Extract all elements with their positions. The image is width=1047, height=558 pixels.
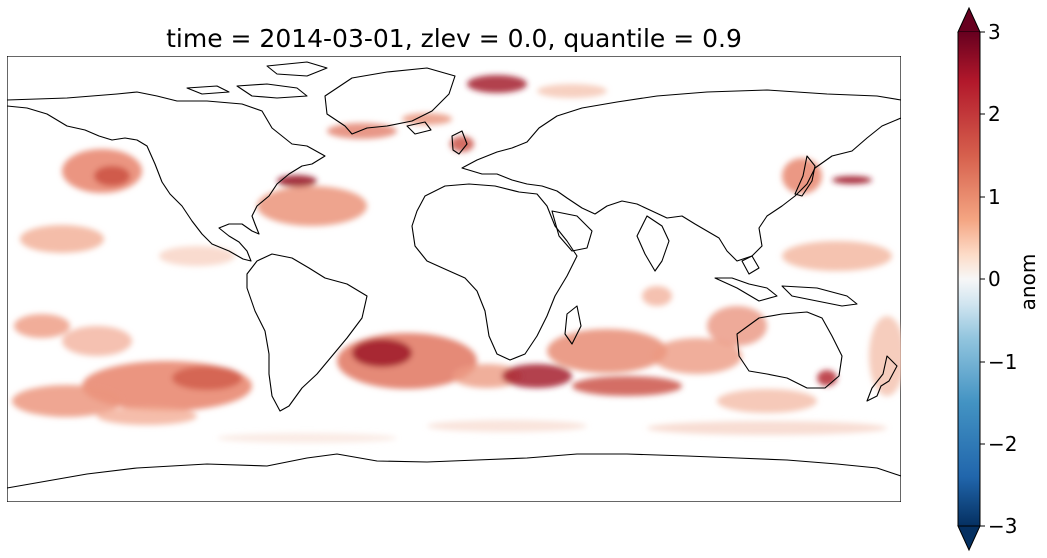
colorbar-tick-label: 2: [988, 102, 1001, 126]
map-frame: [7, 56, 901, 502]
colorbar-label: anom: [1016, 253, 1040, 311]
map-panel: [7, 56, 901, 502]
colorbar-tick-marks: [980, 31, 985, 527]
colorbar-tick-label: −3: [988, 514, 1018, 538]
coastlines: [7, 61, 901, 489]
colorbar: [957, 6, 985, 552]
colorbar-tick-label: 0: [988, 267, 1001, 291]
colorbar-tick-label: 1: [988, 185, 1001, 209]
colorbar-tick-label: 3: [988, 20, 1001, 44]
colorbar-tick-label: −2: [988, 432, 1018, 456]
anomaly-field: [12, 75, 901, 443]
colorbar-extend-min: [957, 525, 981, 552]
colorbar-extend-max: [957, 6, 981, 33]
colorbar-tick-label: −1: [988, 350, 1018, 374]
plot-title: time = 2014-03-01, zlev = 0.0, quantile …: [166, 24, 742, 53]
colorbar-gradient: [958, 32, 980, 526]
